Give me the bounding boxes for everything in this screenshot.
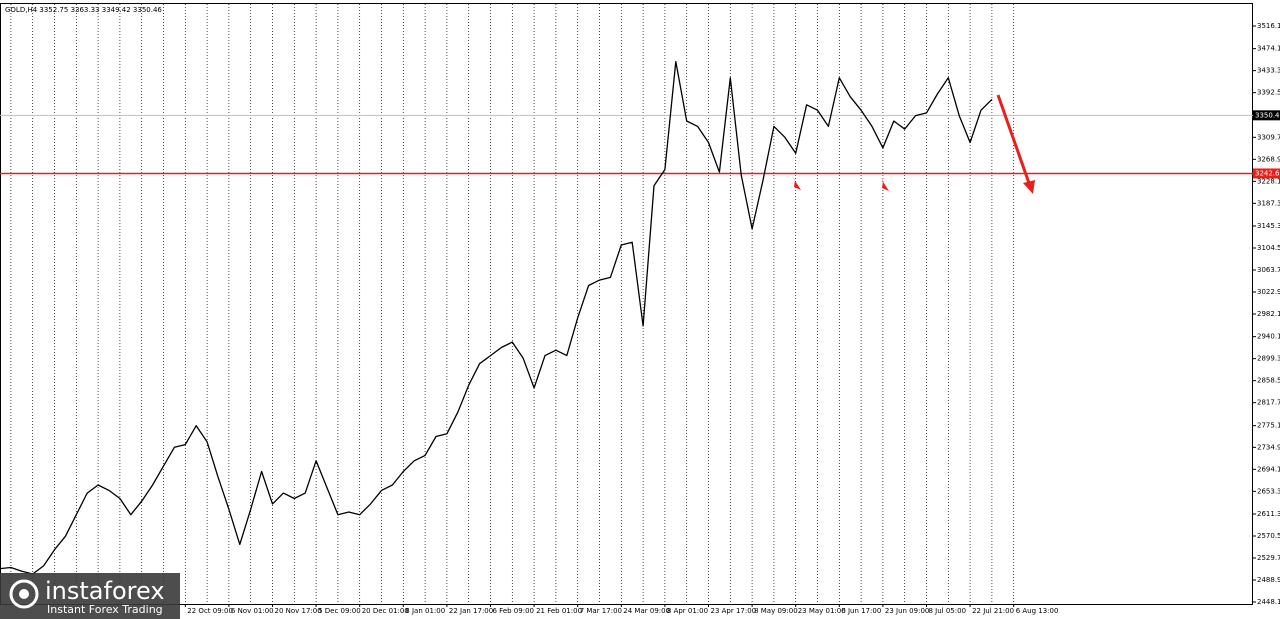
y-tick-label: 3474.10 <box>1257 45 1280 53</box>
logo-tagline: Instant Forex Trading <box>47 603 163 616</box>
y-tick-label: 2570.50 <box>1257 532 1280 540</box>
x-tick-label: 22 Oct 09:00 <box>187 607 233 615</box>
y-tick-label: 3309.70 <box>1257 133 1280 141</box>
x-tick-label: 6 Feb 09:00 <box>493 607 534 615</box>
y-tick-label: 2940.10 <box>1257 333 1280 341</box>
y-tick-label: 3433.30 <box>1257 67 1280 75</box>
logo: instaforex Instant Forex Trading <box>0 573 180 619</box>
logo-icon <box>9 579 39 609</box>
y-tick-label: 3145.30 <box>1257 222 1280 230</box>
x-tick-label: 7 Mar 17:00 <box>580 607 622 615</box>
marker-arrow <box>880 177 889 191</box>
y-tick-label: 2448.10 <box>1257 598 1280 606</box>
y-tick-label: 3516.10 <box>1257 22 1280 30</box>
y-tick-label: 2694.10 <box>1257 465 1280 473</box>
logo-icon <box>19 589 29 599</box>
x-tick-label: 20 Dec 01:00 <box>362 607 409 615</box>
y-tick-label: 3022.90 <box>1257 288 1280 296</box>
y-tick-label: 2734.90 <box>1257 443 1280 451</box>
y-tick-label: 3104.50 <box>1257 244 1280 252</box>
y-tick-label: 3187.30 <box>1257 199 1280 207</box>
y-tick-label: 2529.70 <box>1257 554 1280 562</box>
x-tick-label: 5 Dec 09:00 <box>318 607 361 615</box>
plot-frame <box>0 3 1253 605</box>
annotations <box>792 94 1035 194</box>
y-tick-label: 2488.90 <box>1257 576 1280 584</box>
x-tick-label: 8 Jan 01:00 <box>405 607 445 615</box>
grid: 3516.10 3474.10 3433.30 3392.50 3309.70 3268.… <box>0 4 1280 615</box>
y-tick-label: 2775.10 <box>1257 422 1280 430</box>
x-tick-label: 8 May 09:00 <box>754 607 798 615</box>
x-tick-label: 6 Jun 17:00 <box>841 607 881 615</box>
y-tick-label: 2653.30 <box>1257 487 1280 495</box>
level-label-box <box>1253 168 1280 179</box>
y-tick-label: 2982.10 <box>1257 310 1280 318</box>
y-tick-label: 2858.50 <box>1257 377 1280 385</box>
x-tick-label: 21 Feb 01:00 <box>536 607 582 615</box>
y-tick-label: 3228.10 <box>1257 177 1280 185</box>
chart-title: GOLD,H4 3352.75 3363.33 3349.42 3350.46 <box>5 6 162 14</box>
x-tick-label: 24 Mar 09:00 <box>623 607 670 615</box>
x-tick-label: 8 Jul 05:00 <box>929 607 967 615</box>
logo-box <box>0 573 180 619</box>
x-tick-label: 6 Aug 13:00 <box>1016 607 1059 615</box>
marker-arrow <box>792 176 801 190</box>
y-tick-label: 3392.50 <box>1257 89 1280 97</box>
x-tick-label: 8 Apr 01:00 <box>667 607 708 615</box>
y-tick-label: 3268.90 <box>1257 155 1280 163</box>
x-tick-label: 23 May 01:00 <box>798 607 846 615</box>
y-tick-label: 3063.70 <box>1257 266 1280 274</box>
y-tick-label: 2899.30 <box>1257 355 1280 363</box>
x-tick-label: 20 Nov 17:00 <box>275 607 322 615</box>
x-tick-label: 22 Jan 17:00 <box>449 607 493 615</box>
arrow-line <box>996 94 1032 187</box>
price-label-box <box>1253 110 1280 121</box>
price-label: 3350.46 <box>1255 111 1280 119</box>
y-tick-label: 2611.30 <box>1257 510 1280 518</box>
arrow-head <box>1023 180 1035 194</box>
logo-name: instaforex <box>45 577 165 605</box>
x-tick-label: 23 Apr 17:00 <box>711 607 757 615</box>
price-line-series <box>0 60 993 575</box>
x-tick-label: 6 Nov 01:00 <box>231 607 274 615</box>
level-label: 3242.67 <box>1255 169 1280 177</box>
y-tick-label: 2817.70 <box>1257 399 1280 407</box>
x-tick-label: 23 Jun 09:00 <box>885 607 929 615</box>
marks <box>0 60 993 575</box>
x-tick-label: 22 Jul 21:00 <box>972 607 1014 615</box>
